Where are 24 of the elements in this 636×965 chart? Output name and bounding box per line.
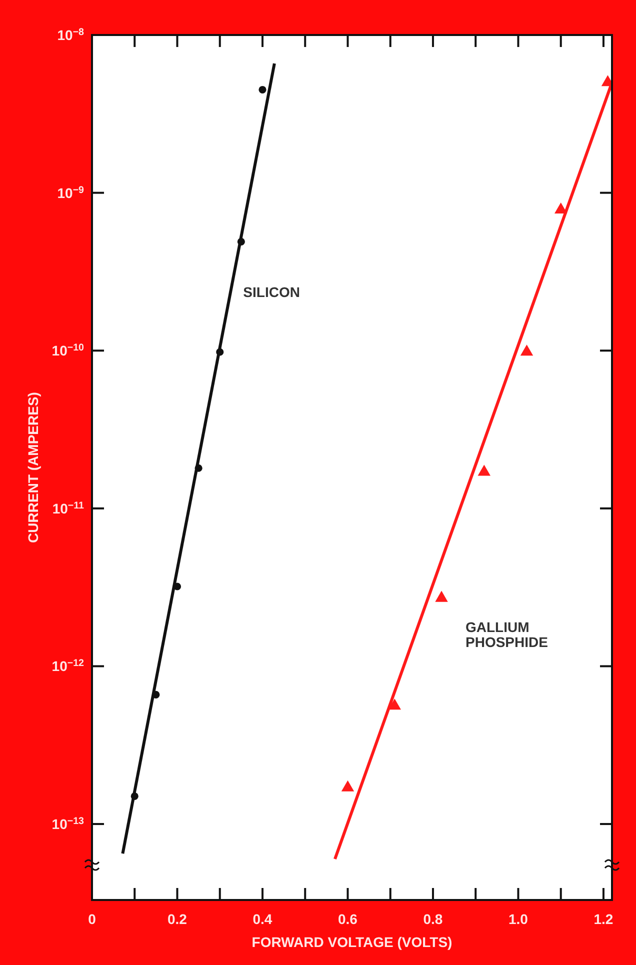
y-tick-label: 10$^{−11}$	[52, 500, 85, 516]
point	[554, 202, 568, 214]
series-label: GALLIUM PHOSPHIDE	[466, 619, 548, 650]
x-tick-label: 1.0	[508, 911, 528, 927]
point	[435, 590, 448, 602]
y-tick-label: 10$^{−12}$	[52, 658, 85, 674]
text: SILICON	[243, 284, 300, 300]
x-tick-label: 1.2	[594, 911, 614, 927]
y-axis-title: CURRENT (AMPERES)	[25, 392, 41, 543]
y-tick-label: 10$^{−8}$	[57, 26, 85, 43]
point	[388, 698, 401, 710]
point	[520, 344, 534, 356]
x-tick-label: 0.4	[252, 911, 272, 927]
point	[478, 464, 490, 476]
y-tick-label: 10$^{−13}$	[52, 816, 85, 832]
x-tick-label: 0.2	[168, 911, 188, 927]
x-tick-label: 0	[88, 911, 96, 927]
point	[258, 86, 266, 94]
x-tick-label: 0.8	[423, 911, 443, 927]
x-axis-title: FORWARD VOLTAGE (VOLTS)	[252, 934, 452, 950]
y-tick-label: 10$^{−9}$	[57, 184, 85, 201]
x-tick-label: 0.6	[338, 911, 358, 927]
point	[341, 780, 354, 792]
y-tick-label: 10$^{−10}$	[52, 342, 85, 359]
